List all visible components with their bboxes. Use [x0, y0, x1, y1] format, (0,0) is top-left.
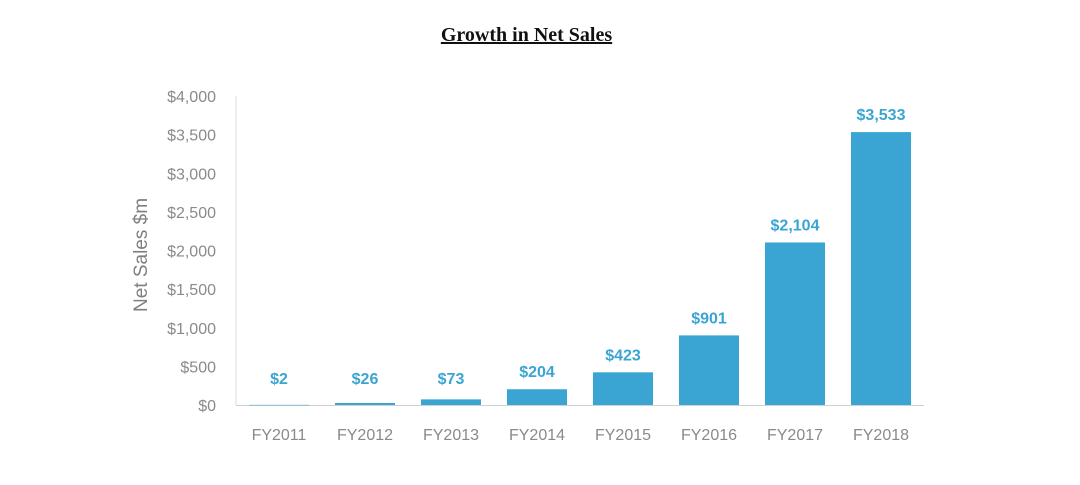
y-tick-labels: $0 $500 $1,000 $1,500 $2,000 $2,500 $3,000 $3,5…: [167, 89, 216, 415]
y-tick-label: $0: [198, 398, 216, 415]
bar-fy2013: [421, 399, 481, 405]
bar-fy2014: [507, 389, 567, 405]
x-tick-label: FY2012: [337, 427, 393, 444]
data-label: $73: [438, 371, 465, 388]
x-tick-label: FY2016: [681, 427, 737, 444]
data-label: $2: [270, 371, 288, 388]
data-label: $26: [352, 371, 379, 388]
y-tick-label: $3,500: [167, 128, 216, 145]
data-label: $204: [519, 364, 555, 381]
y-tick-label: $3,000: [167, 166, 216, 183]
y-tick-label: $1,000: [167, 321, 216, 338]
bar-fy2018: [851, 132, 911, 405]
x-tick-label: FY2018: [853, 427, 909, 444]
bar-fy2017: [765, 242, 825, 405]
data-label: $2,104: [771, 217, 820, 234]
bar-fy2011: [249, 404, 309, 406]
data-label: $901: [691, 310, 727, 327]
chart-title: Growth in Net Sales: [440, 24, 613, 46]
y-tick-label: $1,500: [167, 282, 216, 299]
bar-fy2012: [335, 402, 395, 405]
bar-fy2016: [679, 335, 739, 405]
y-tick-label: $4,000: [167, 89, 216, 106]
data-label: $423: [605, 347, 641, 364]
x-tick-label: FY2017: [767, 427, 823, 444]
x-tick-label: FY2015: [595, 427, 651, 444]
x-tick-label: FY2013: [423, 427, 479, 444]
y-tick-label: $2,500: [167, 205, 216, 222]
x-tick-label: FY2014: [509, 427, 565, 444]
data-label: $3,533: [857, 107, 906, 124]
bars: [249, 132, 911, 406]
bar-fy2015: [593, 372, 653, 405]
x-tick-label: FY2011: [252, 427, 307, 444]
x-tick-labels: FY2011 FY2012 FY2013 FY2014 FY2015 FY2016 FY20…: [252, 427, 910, 444]
data-labels: $2 $26 $73 $204 $423 $901 $2,104 $3,533: [270, 107, 905, 388]
y-axis-label: Net Sales $m: [131, 198, 152, 312]
y-tick-label: $500: [180, 359, 216, 376]
y-tick-label: $2,000: [167, 244, 216, 261]
